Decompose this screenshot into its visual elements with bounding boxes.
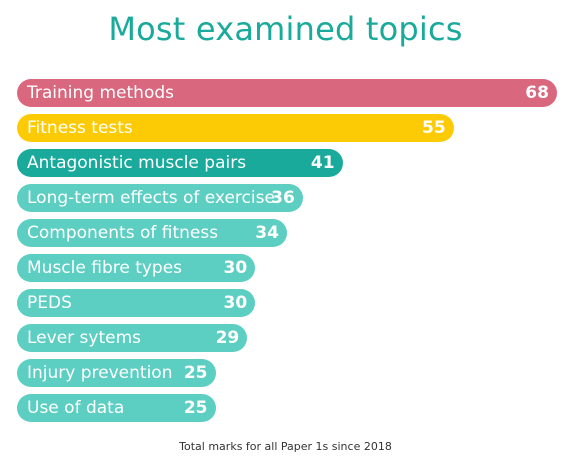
data-label: 34 [255, 223, 279, 243]
bar-lever-sytems [17, 324, 248, 352]
category-label: Fitness tests [27, 118, 133, 138]
category-label: Lever sytems [27, 328, 142, 348]
bar-fitness-tests [17, 114, 454, 142]
category-label: Long-term effects of exercise [27, 188, 275, 208]
chart-title: Most examined topics [108, 10, 463, 48]
chart-footnote: Total marks for all Paper 1s since 2018 [179, 440, 392, 453]
data-label: 29 [215, 328, 240, 348]
bar-use-of-data [17, 394, 216, 422]
category-label: Injury prevention [27, 363, 173, 383]
category-label: PEDS [27, 293, 72, 313]
data-label: 25 [183, 363, 208, 383]
bar-long-term-effects-of-exercise [17, 184, 303, 212]
data-label: 68 [525, 83, 549, 103]
bar-training-methods [17, 79, 557, 107]
category-label: Muscle fibre types [27, 258, 183, 278]
data-label: 55 [422, 118, 446, 138]
data-label: 36 [271, 188, 295, 208]
category-label: Components of fitness [27, 223, 219, 243]
data-label: 41 [310, 153, 335, 173]
bar-antagonistic-muscle-pairs [17, 149, 343, 177]
category-label: Antagonistic muscle pairs [27, 153, 247, 173]
data-label: 30 [223, 293, 248, 313]
category-label: Training methods [27, 83, 174, 103]
bar-peds [17, 289, 256, 317]
bar-injury-prevention [17, 359, 216, 387]
bar-muscle-fibre-types [17, 254, 256, 282]
category-label: Use of data [27, 398, 125, 418]
bar-components-of-fitness [17, 219, 287, 247]
data-label: 30 [223, 258, 248, 278]
data-label: 25 [183, 398, 208, 418]
